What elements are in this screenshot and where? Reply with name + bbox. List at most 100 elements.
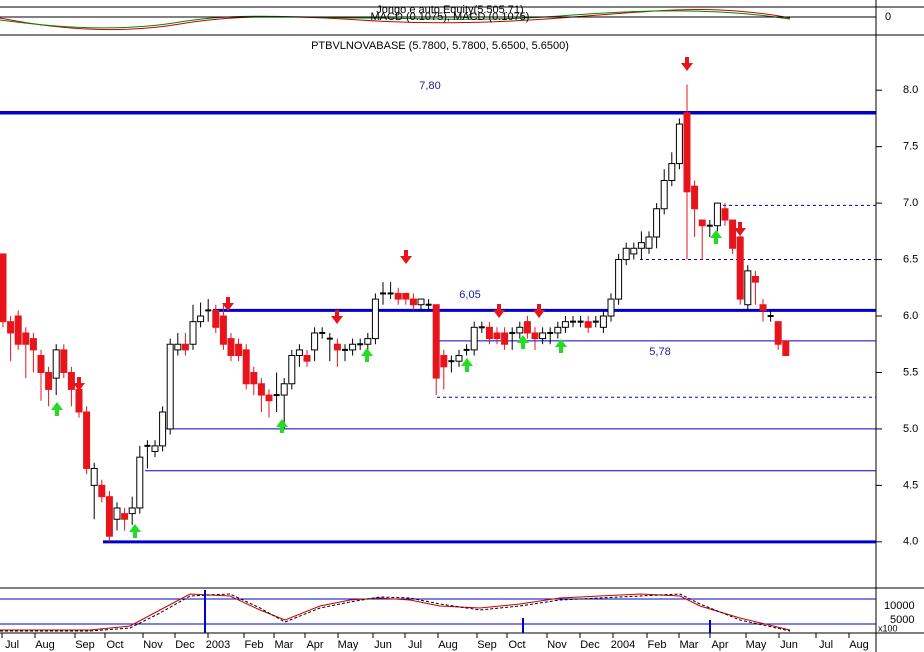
x-tick-label: Nov [143,639,163,651]
candle-body [394,292,402,300]
x-tick-label: Mar [275,639,294,651]
buy-arrow [129,524,141,538]
x-tick-label: Aug [849,639,869,651]
candle-body [364,338,372,345]
macd-label: MACD (0.1075), MACD (0.1075) [371,11,530,23]
sell-arrow [222,297,234,311]
volume-label: 10000 [884,600,915,612]
candle-body [691,185,699,210]
candle-body [45,371,53,390]
x-tick-label: Jul [5,639,19,651]
candle-body [653,208,661,238]
candle-body [539,332,547,340]
candle-body [174,343,182,351]
candle-body [227,338,235,357]
macd-signal [0,10,791,29]
candle-body [212,309,220,328]
x-tick-label: Mar [680,639,699,651]
candle-body [349,343,357,351]
candle-body [561,321,569,328]
candle-body [303,355,311,362]
candle-body [637,242,645,249]
x-tick-label: Oct [106,639,123,651]
x-tick-label: 2003 [206,639,230,651]
candle-body [402,292,410,300]
candle-body [721,208,729,221]
candle-body [584,321,592,328]
candle-body [265,394,273,402]
candle-body [607,298,615,317]
candle-body [288,355,296,385]
x-tick-label: Feb [245,639,264,651]
x-tick-label: Apr [711,639,728,651]
x-tick-label: Aug [438,639,458,651]
candle-body [29,338,37,351]
volume-label: x100 [878,623,898,633]
candle-body [668,163,676,182]
x-tick-label: Jul [408,639,422,651]
x-tick-label: Jun [374,639,392,651]
candle-body [219,315,227,345]
candle-body [166,343,174,430]
y-tick-label: 6.0 [903,310,918,322]
sell-arrow [400,250,412,264]
candle-body [713,202,721,227]
y-tick-label: 6.5 [903,253,918,265]
candle-body [90,467,98,486]
candle-body [516,326,524,334]
candle-body [121,513,129,520]
buy-arrow [517,335,529,349]
candle-body [105,496,113,537]
buy-arrow [555,339,567,353]
candle-body [75,388,83,413]
level-label: 7,80 [419,80,440,92]
x-tick-label: May [746,639,767,651]
candle-body [774,321,782,345]
candle-body [98,484,106,498]
candle-body [599,315,607,328]
buy-arrow [276,419,288,433]
x-tick-label: Sep [75,639,95,651]
sell-arrow [533,304,545,318]
sell-arrow [681,57,693,71]
candle-body [759,304,767,311]
candle-body [409,298,417,306]
y-tick-label: 8.0 [903,84,918,96]
candle-body [83,411,91,469]
candle-body [0,253,7,323]
indicator-title: Jongo e auto Equity(5.505.71) [376,4,523,16]
candle-body [683,112,691,193]
stochastic-d [0,593,791,632]
candle-body [554,326,562,334]
y-tick-label: 7.0 [903,197,918,209]
candle-body [60,349,68,373]
candle-body [622,247,630,261]
x-tick-label: Sep [477,639,497,651]
candle-body [493,332,501,340]
candle-body [744,270,752,306]
candle-body [440,355,448,368]
y-tick-label: 4.0 [903,536,918,548]
x-tick-label: Nov [547,639,567,651]
candle-body [311,332,319,351]
candle-body [782,340,790,357]
candle-body [235,343,243,357]
candle-body [181,343,189,351]
x-tick-label: Feb [648,639,667,651]
candle-body [630,247,638,255]
candle-body [7,321,15,334]
x-tick-label: May [338,639,359,651]
x-tick-label: Jun [780,639,798,651]
y-tick-label: 5.0 [903,423,918,435]
candle-body [37,355,45,373]
candle-body [333,343,341,351]
candle-body [455,355,463,362]
macd-zero-label: 0 [885,11,891,23]
candle-body [52,349,60,379]
candle-body [501,332,509,345]
candle-body [432,304,440,379]
candle-body [136,456,144,509]
x-tick-label: Apr [306,639,323,651]
sell-arrow [73,377,85,391]
